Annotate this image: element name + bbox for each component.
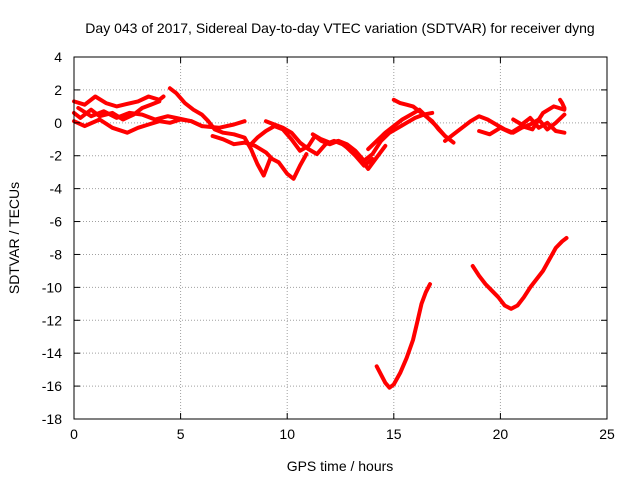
y-tick-label: -12 [42,312,62,328]
y-tick-label: -16 [42,378,62,394]
x-tick-label: 10 [279,426,295,442]
y-tick-label: 2 [54,82,62,98]
data-series [72,86,569,390]
series-track-8 [263,119,388,171]
y-tick-label: -2 [50,148,63,164]
y-tick-label: -6 [50,214,63,230]
y-tick-label: 4 [54,49,62,65]
series-track-4 [76,106,247,130]
x-tick-label: 5 [177,426,185,442]
series-track-15 [558,97,567,110]
series-track-9 [310,110,435,163]
series-track-17 [470,236,569,311]
x-tick-label: 25 [599,426,615,442]
y-tick-label: -8 [50,246,63,262]
series-track-6 [210,134,309,181]
x-tick-label: 0 [70,426,78,442]
series-track-11 [391,97,447,138]
plot-frame [73,56,608,420]
series-track-5 [167,86,273,178]
x-tick-label: 15 [386,426,402,442]
series-track-16 [374,282,432,390]
axis-ticks: 0 5 10 15 20 25 -18 -16 -14 -12 -10 -8 -6 -4 -2 0 2 4 [42,49,615,442]
chart-title: Day 043 of 2017, Sidereal Day-to-day VTE… [85,20,594,36]
series-track-1 [72,94,166,109]
series-track-14 [511,115,567,135]
y-tick-label: -18 [42,411,62,427]
y-tick-label: -4 [50,181,63,197]
y-axis-label: SDTVAR / TECUs [6,182,22,294]
x-tick-label: 20 [493,426,509,442]
y-tick-label: -14 [42,345,62,361]
y-tick-label: -10 [42,279,62,295]
x-axis-label: GPS time / hours [287,458,394,474]
y-tick-label: 0 [54,115,62,131]
